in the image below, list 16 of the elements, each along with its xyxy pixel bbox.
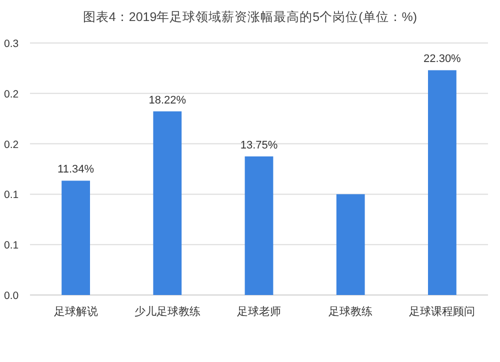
data-label: 11.34% — [58, 164, 94, 176]
ytick: 0.3 — [4, 38, 19, 50]
ytick: 0.0 — [4, 290, 19, 302]
xtick: 足球解说 — [54, 306, 98, 318]
ytick: 0.1 — [4, 189, 19, 202]
xtick: 足球教练 — [328, 306, 373, 318]
ytick: 0.2 — [4, 138, 19, 151]
xtick: 少儿足球教练 — [134, 306, 200, 318]
ytick: 0.1 — [4, 240, 19, 252]
data-label: 13.75% — [240, 139, 278, 152]
xtick: 足球老师 — [237, 306, 281, 318]
ytick: 0.2 — [4, 88, 19, 100]
data-label: 22.30% — [424, 53, 461, 66]
data-label: 18.22% — [148, 94, 186, 106]
xtick: 足球课程顾问 — [409, 306, 476, 318]
title: 图表4：2019年足球领域薪资涨幅最高的5个岗位(单位：%) — [82, 10, 418, 24]
